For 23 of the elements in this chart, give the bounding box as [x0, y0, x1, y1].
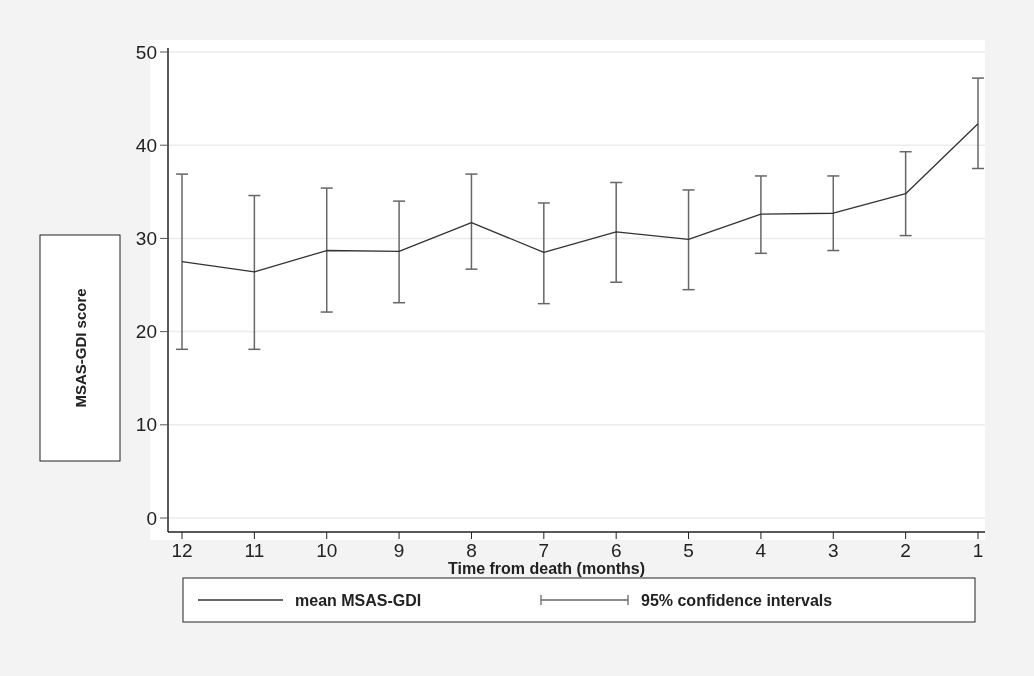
y-tick-label: 30 — [135, 228, 157, 250]
text: 95% confidence intervals — [641, 591, 833, 609]
x-tick-label: 5 — [683, 540, 694, 561]
y-tick-label: 10 — [135, 414, 157, 436]
x-tick-label: 6 — [610, 540, 622, 561]
text: mean MSAS-GDI — [295, 591, 422, 609]
y-tick-label: 50 — [135, 41, 157, 63]
x-tick-label: 1 — [972, 540, 984, 561]
x-tick-label: 10 — [316, 540, 338, 561]
x-tick-label: 12 — [171, 540, 193, 561]
line-series — [181, 123, 979, 273]
x-tick-label: 2 — [900, 540, 911, 561]
x-tick-label: 9 — [393, 540, 405, 561]
x-tick-label: 3 — [827, 540, 839, 561]
x-axis-title: Time from death (months) — [447, 560, 646, 577]
y-axis-title: MSAS-GDI score — [72, 288, 89, 408]
y-tick-label: 20 — [135, 321, 157, 343]
y-tick-label: 0 — [146, 507, 157, 529]
x-tick-label: 8 — [466, 540, 477, 561]
x-tick-label: 11 — [244, 540, 265, 561]
y-tick-label: 40 — [135, 134, 157, 156]
x-tick-label: 7 — [538, 540, 550, 561]
x-tick-label: 4 — [755, 540, 767, 561]
